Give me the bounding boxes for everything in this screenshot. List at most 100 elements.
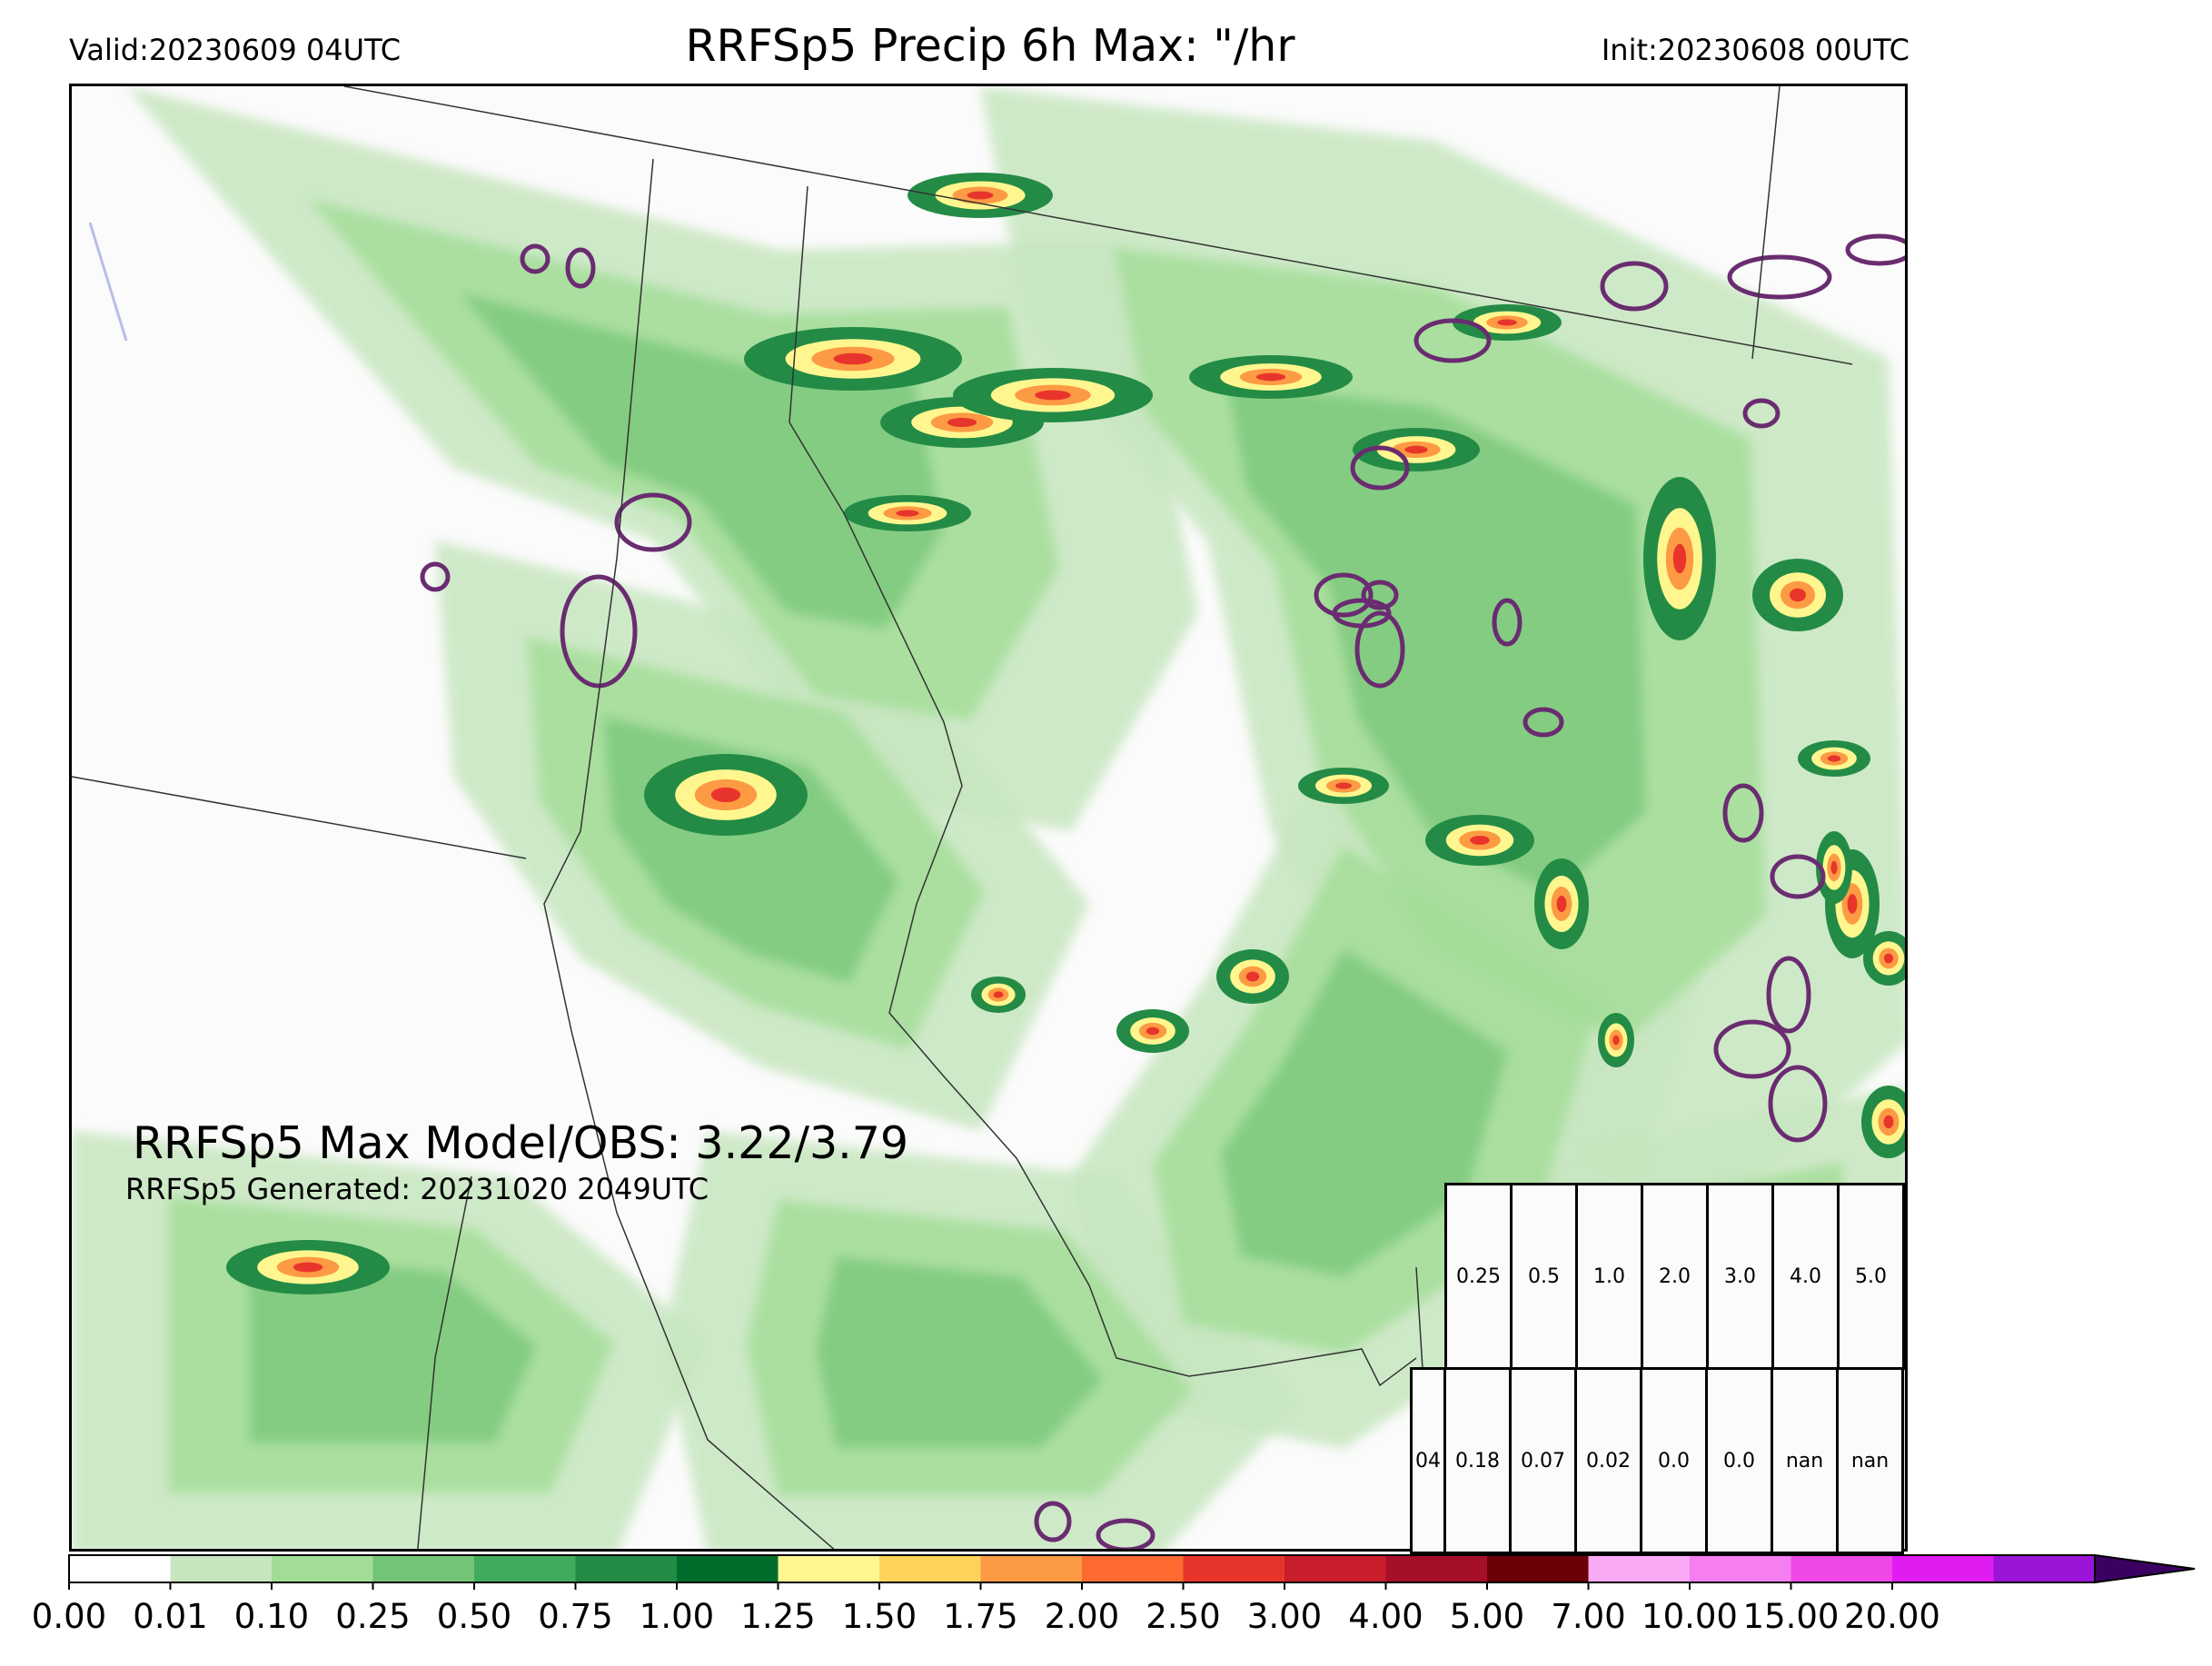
colorbar-segment xyxy=(474,1555,576,1582)
colorbar-tick-label: 1.50 xyxy=(841,1597,918,1636)
precip-core xyxy=(1672,543,1687,574)
colorbar-tick-label: 0.50 xyxy=(436,1597,512,1636)
colorbar-segment xyxy=(980,1555,1083,1582)
threshold-cell: 3.0 xyxy=(1706,1183,1774,1370)
precip-core xyxy=(896,510,919,517)
colorbar-tick-label: 7.00 xyxy=(1551,1597,1626,1636)
colorbar-tick-label: 0.00 xyxy=(31,1597,107,1636)
obs-contour-ring xyxy=(1766,956,1811,1034)
threshold-cell: 0.5 xyxy=(1510,1183,1578,1370)
precip-core xyxy=(967,191,994,200)
colorbar-tick-label: 0.75 xyxy=(538,1597,613,1636)
obs-contour-ring xyxy=(1413,318,1492,363)
colorbar-segment xyxy=(1285,1555,1386,1582)
precip-core xyxy=(1146,1026,1160,1036)
score-cell: nan xyxy=(1836,1367,1904,1554)
precip-core xyxy=(1404,445,1428,454)
colorbar-segment xyxy=(272,1555,373,1582)
score-row-label: 04 xyxy=(1410,1367,1446,1554)
colorbar-segment xyxy=(778,1555,880,1582)
score-cell: 0.07 xyxy=(1509,1367,1577,1554)
obs-contour-ring xyxy=(1034,1501,1072,1542)
colorbar-segment xyxy=(1487,1555,1589,1582)
map-title: RRFSp5 Precip 6h Max: "/hr xyxy=(685,20,1295,72)
colorbar-segment xyxy=(1993,1555,2096,1582)
colorbar-tick-label: 3.00 xyxy=(1246,1597,1323,1636)
precip-area xyxy=(1226,382,1646,894)
score-table: 04 0.18 0.07 0.02 0.0 0.0 nan nan xyxy=(1410,1367,1904,1554)
precip-core xyxy=(1883,953,1894,964)
colorbar-outline xyxy=(68,1554,2096,1583)
colorbar-tick-label: 0.25 xyxy=(335,1597,411,1636)
valid-time: Valid:20230609 04UTC xyxy=(69,33,402,67)
obs-contour-ring xyxy=(520,243,551,274)
score-cell: 0.0 xyxy=(1705,1367,1773,1554)
threshold-cell: 0.25 xyxy=(1444,1183,1513,1370)
obs-contour-ring xyxy=(1713,1019,1791,1079)
obs-contour-ring xyxy=(1523,707,1564,738)
colorbar-segment xyxy=(1790,1555,1893,1582)
obs-contour-ring xyxy=(1742,398,1781,429)
colorbar-tick-label: 20.00 xyxy=(1844,1597,1940,1636)
colorbar-tick-label: 1.25 xyxy=(740,1597,816,1636)
colorbar-tick-label: 0.01 xyxy=(133,1597,208,1636)
precip-core xyxy=(993,991,1004,998)
precip-core xyxy=(710,787,741,803)
score-cell: 0.02 xyxy=(1574,1367,1642,1554)
obs-contour-ring xyxy=(1845,233,1905,266)
colorbar-extend-arrow xyxy=(2094,1553,2196,1584)
colorbar-segment xyxy=(1385,1555,1488,1582)
precip-core xyxy=(1470,835,1490,846)
colorbar-segment xyxy=(1892,1555,1994,1582)
threshold-cell: 4.0 xyxy=(1771,1183,1840,1370)
precip-area xyxy=(1221,948,1507,1276)
colorbar-segment xyxy=(1690,1555,1791,1582)
colorbar-segment xyxy=(1183,1555,1285,1582)
precip-core xyxy=(1255,372,1286,382)
obs-contour-ring xyxy=(1096,1518,1156,1549)
precip-core xyxy=(1035,390,1071,401)
obs-contour-ring xyxy=(1361,580,1399,610)
colorbar-tick-label: 1.00 xyxy=(639,1597,715,1636)
colorbar-segment xyxy=(1082,1555,1184,1582)
precip-core xyxy=(1883,1115,1894,1129)
obs-contour-ring xyxy=(1314,572,1374,618)
colorbar-tick-label: 10.00 xyxy=(1642,1597,1738,1636)
precip-core xyxy=(1790,588,1806,602)
obs-contour-ring xyxy=(1354,610,1405,689)
score-cell: 0.0 xyxy=(1640,1367,1708,1554)
obs-contour-ring xyxy=(1722,783,1764,843)
colorbar-tick-label: 2.50 xyxy=(1146,1597,1221,1636)
precip-area xyxy=(816,1256,1103,1448)
colorbar-tick-label: 4.00 xyxy=(1348,1597,1423,1636)
precip-core xyxy=(833,352,873,365)
obs-contour-ring xyxy=(1727,254,1832,300)
max-model-obs-label: RRFSp5 Max Model/OBS: 3.22/3.79 xyxy=(133,1117,909,1169)
threshold-table: 0.25 0.5 1.0 2.0 3.0 4.0 5.0 xyxy=(1444,1183,1905,1370)
obs-contour-ring xyxy=(1332,598,1392,629)
precip-core xyxy=(1847,894,1858,914)
score-cell: nan xyxy=(1771,1367,1839,1554)
precip-core xyxy=(1335,782,1352,789)
obs-contour-ring xyxy=(1768,1065,1828,1143)
threshold-cell: 1.0 xyxy=(1575,1183,1643,1370)
precip-core xyxy=(1612,1035,1620,1046)
threshold-cell: 5.0 xyxy=(1837,1183,1905,1370)
colorbar-segment xyxy=(575,1555,678,1582)
generated-label: RRFSp5 Generated: 20231020 2049UTC xyxy=(125,1172,709,1206)
obs-contour-ring xyxy=(614,492,692,552)
colorbar-tick-label: 0.10 xyxy=(233,1597,310,1636)
precip-core xyxy=(1830,860,1838,875)
obs-contour-ring xyxy=(1492,598,1523,647)
colorbar-tick-label: 1.75 xyxy=(943,1597,1018,1636)
colorbar-tick-label: 15.00 xyxy=(1742,1597,1840,1636)
obs-contour-ring xyxy=(1770,854,1826,899)
init-time: Init:20230608 00UTC xyxy=(1601,33,1909,67)
obs-contour-ring xyxy=(565,247,596,289)
obs-contour-ring xyxy=(1350,445,1410,491)
precip-core xyxy=(947,417,977,428)
precip-core xyxy=(1245,971,1260,982)
precip-core xyxy=(1827,755,1841,762)
colorbar-segment xyxy=(677,1555,779,1582)
precip-core xyxy=(1556,896,1567,912)
